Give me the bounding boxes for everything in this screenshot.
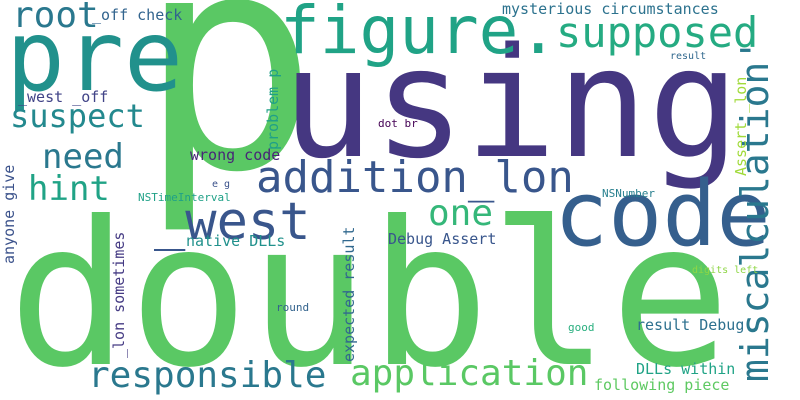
word-addition-lon: addition_lon (256, 152, 574, 203)
word-following-piece: following piece (594, 376, 730, 394)
word-assert-lon: Assert _lon (732, 76, 750, 176)
word-expected-result: expected result (340, 226, 358, 362)
word-eg: e g (212, 179, 231, 190)
word-result-top: result (670, 51, 707, 62)
word-code: code (554, 162, 771, 267)
word-hint: hint (28, 169, 110, 209)
word-nsnumber: NSNumber (602, 187, 655, 200)
word-responsible: responsible (88, 355, 327, 396)
word-application: application (350, 353, 589, 394)
word-wrong-code: wrong code (190, 146, 281, 164)
word-root: root (12, 0, 99, 36)
word-digits-left: digits left (692, 265, 759, 276)
word-double: double (8, 179, 731, 400)
word-dlls-within: DLLs within (636, 360, 736, 378)
word-nstimeinterval: NSTimeInterval (138, 191, 231, 204)
word-anyone-give: anyone give (0, 164, 18, 264)
word-supposed: supposed (556, 8, 759, 57)
word-round: round (276, 301, 310, 314)
word-p: p (138, 0, 319, 238)
word-suspect: suspect (10, 97, 145, 135)
word-off-check: _off check (92, 6, 183, 24)
word-west-off: _west _off (18, 88, 109, 106)
word-problem-p: problem p (264, 68, 282, 150)
word-pre: pre (6, 0, 184, 114)
word-mysterious-circumstances: mysterious circumstances (502, 0, 719, 18)
word-result-debug: result Debug (636, 316, 745, 334)
word-need: need (42, 137, 124, 177)
word-debug-assert: Debug Assert (388, 230, 497, 248)
word-one: one (428, 193, 494, 234)
word-using: using (282, 15, 740, 192)
word-dot-br: dot br (378, 117, 418, 130)
word-west: _west (154, 192, 311, 252)
word-native-dlls: native DLLs (186, 232, 286, 250)
word-good: good (568, 321, 595, 334)
word-figure: figure. (280, 0, 559, 69)
word-lon-sometimes: _lon sometimes (110, 231, 128, 358)
